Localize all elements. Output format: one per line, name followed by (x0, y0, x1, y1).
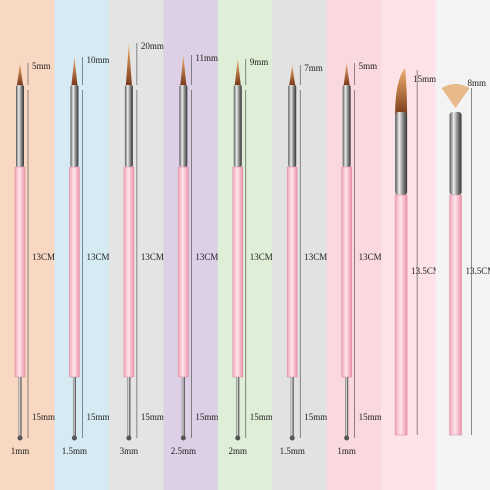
brush-tip (71, 57, 78, 85)
dotting-ball (344, 435, 350, 441)
total-length: 13CM (250, 252, 273, 262)
dotting-ball (126, 435, 132, 441)
dotting-ball (235, 435, 241, 441)
panel (435, 0, 490, 490)
brush-tip (180, 55, 187, 85)
dotting-ball (71, 435, 77, 441)
total-length: 13CM (141, 252, 164, 262)
dotting-size: 1mm (11, 446, 30, 456)
dotting-size: 2mm (229, 446, 248, 456)
brush-tip (289, 65, 296, 85)
dotting-length: 15mm (359, 412, 382, 422)
ferrule (124, 85, 133, 167)
panel (108, 0, 164, 490)
tip-length: 5mm (32, 61, 51, 71)
tip-length: 10mm (86, 55, 109, 65)
total-length: 13CM (359, 252, 382, 262)
dotting-size: 1mm (337, 446, 356, 456)
ferrule (70, 85, 79, 167)
dotting-shaft (181, 377, 185, 437)
tip-length: 7mm (304, 63, 323, 73)
panel (272, 0, 328, 490)
ferrule (288, 85, 297, 167)
handle (341, 166, 352, 378)
handle (14, 166, 26, 378)
brush-tip (441, 84, 470, 108)
total-length: 13.5CM (411, 266, 441, 276)
panel (54, 0, 110, 490)
dotting-length: 15mm (32, 412, 55, 422)
dotting-ball (180, 435, 186, 441)
tip-length: 9mm (250, 57, 269, 67)
brush-tip (343, 63, 350, 85)
handle (394, 194, 408, 436)
handle (178, 166, 189, 378)
total-length: 13CM (86, 252, 109, 262)
panel (163, 0, 219, 490)
dotting-length: 15mm (141, 412, 164, 422)
panel (0, 0, 55, 490)
dotting-size: 2.5mm (171, 446, 196, 456)
total-length: 13CM (32, 252, 55, 262)
dotting-size: 1.5mm (62, 446, 87, 456)
total-length: 13CM (304, 252, 327, 262)
dotting-shaft (290, 377, 294, 437)
brush-tip (125, 43, 132, 85)
brush-tip (17, 63, 23, 85)
handle (286, 166, 298, 378)
handle (449, 194, 462, 436)
tip-length: 5mm (359, 61, 378, 71)
total-length: 13.5CM (466, 266, 490, 276)
dotting-shaft (236, 377, 240, 437)
handle (232, 166, 244, 378)
dotting-ball (17, 435, 23, 441)
handle (69, 166, 80, 378)
dotting-length: 15mm (250, 412, 273, 422)
total-length: 13CM (195, 252, 218, 262)
dotting-length: 15mm (86, 412, 109, 422)
ferrule (233, 85, 242, 167)
dotting-ball (289, 435, 295, 441)
dotting-shaft (72, 377, 76, 437)
ferrule (395, 112, 408, 195)
panel (381, 0, 437, 490)
tip-length: 20mm (141, 41, 164, 51)
brush-tip (395, 68, 408, 115)
dotting-size: 3mm (120, 446, 139, 456)
dotting-shaft (18, 377, 22, 437)
ferrule (16, 85, 24, 167)
handle (123, 166, 135, 378)
dotting-shaft (345, 377, 349, 437)
tip-length: 15mm (413, 74, 436, 84)
dotting-size: 1.5mm (280, 446, 305, 456)
ferrule (449, 112, 462, 195)
dotting-length: 15mm (304, 412, 327, 422)
ferrule (342, 85, 351, 167)
brush-tip (234, 59, 241, 85)
dotting-shaft (127, 377, 131, 437)
panel (217, 0, 273, 490)
panel (326, 0, 382, 490)
tip-length: 8mm (468, 78, 487, 88)
tip-length: 11mm (195, 53, 218, 63)
ferrule (179, 85, 188, 167)
dotting-length: 15mm (195, 412, 218, 422)
